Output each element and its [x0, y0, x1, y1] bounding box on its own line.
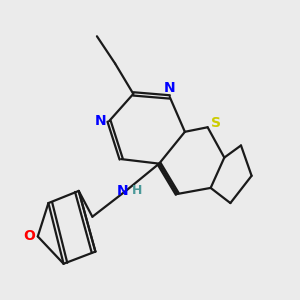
- Text: N: N: [117, 184, 128, 198]
- Text: O: O: [23, 230, 35, 243]
- Text: S: S: [211, 116, 221, 130]
- Text: N: N: [164, 81, 176, 95]
- Text: H: H: [132, 184, 142, 197]
- Text: N: N: [95, 114, 106, 128]
